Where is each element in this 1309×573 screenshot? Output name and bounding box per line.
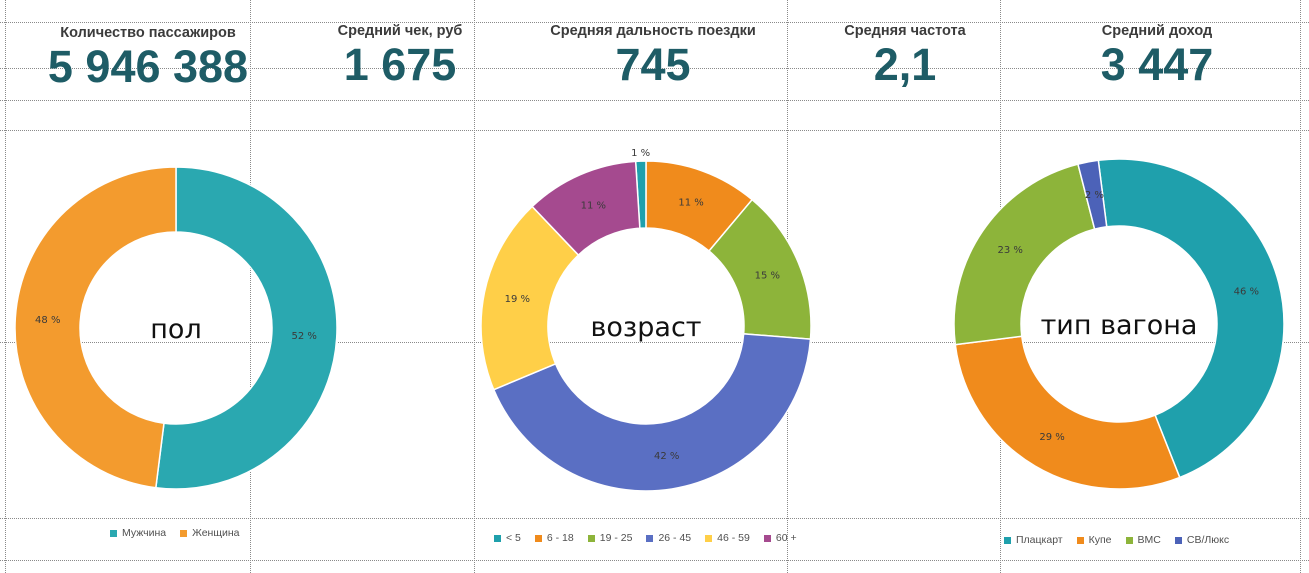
kpi-label: Средний доход <box>1101 23 1213 39</box>
kpi-value: 3 447 <box>1100 39 1214 90</box>
grid-line <box>0 560 1309 561</box>
grid-line <box>5 0 6 573</box>
kpi-avg-check: Средний чек, руб 1 675 <box>310 23 490 88</box>
slice-женщина[interactable] <box>14 166 177 489</box>
legend-label: 46 - 59 <box>717 532 750 544</box>
grid-line <box>1300 0 1301 573</box>
legend-swatch <box>494 534 501 542</box>
kpi-avg-frequency: Средняя частота 2,1 <box>820 23 990 88</box>
slice-мужчина[interactable] <box>154 166 338 490</box>
legend-swatch <box>1174 536 1182 544</box>
slice-св-люкс[interactable] <box>1077 159 1108 230</box>
grid-line <box>0 518 1309 519</box>
slice-value-label: 1 % <box>631 148 650 159</box>
grid-line <box>0 342 1309 343</box>
legend-item[interactable]: 46 - 59 <box>705 532 750 544</box>
kpi-label: Средний чек, руб <box>337 23 463 39</box>
slice-купе[interactable] <box>954 335 1181 490</box>
slice-value-label: 46 % <box>1234 286 1259 297</box>
donut-center-label: возраст <box>590 312 701 343</box>
kpi-label: Средняя частота <box>844 23 966 39</box>
slice-value-label: 11 % <box>678 197 703 208</box>
legend-label: 6 - 18 <box>546 532 574 544</box>
legend-item[interactable]: 6 - 18 <box>534 532 574 544</box>
slice-value-label: 11 % <box>581 200 606 211</box>
legend-label: < 5 <box>506 532 521 544</box>
slice-value-label: 23 % <box>998 245 1023 256</box>
legend-swatch <box>110 529 117 537</box>
kpi-avg-distance: Средняя дальность поездки 745 <box>520 23 786 88</box>
age-legend: < 5 6 - 18 19 - 25 26 - 45 46 - 59 60 + <box>494 532 797 544</box>
grid-line <box>0 100 1309 101</box>
legend-item[interactable]: Плацкарт <box>1004 534 1063 546</box>
legend-item[interactable]: 19 - 25 <box>587 532 633 544</box>
grid-line <box>0 130 1309 131</box>
slice-value-label: 2 % <box>1085 190 1104 201</box>
legend-label: 60 + <box>775 532 797 544</box>
gender-legend: Мужчина Женщина <box>110 527 239 539</box>
kpi-value: 1 675 <box>343 39 457 90</box>
kpi-label: Количество пассажиров <box>60 25 236 41</box>
legend-item[interactable]: Купе <box>1076 534 1112 546</box>
legend-item[interactable]: < 5 <box>494 532 521 544</box>
legend-label: Купе <box>1088 534 1112 546</box>
car-type-legend: Плацкарт Купе ВМС СВ/Люкс <box>1004 534 1229 546</box>
legend-swatch <box>534 534 542 542</box>
legend-item[interactable]: СВ/Люкс <box>1174 534 1230 546</box>
kpi-value: 5 946 388 <box>47 41 249 92</box>
legend-label: Плацкарт <box>1016 534 1063 546</box>
legend-swatch <box>180 529 188 537</box>
legend-label: Мужчина <box>122 527 167 539</box>
kpi-value: 745 <box>615 39 691 90</box>
legend-swatch <box>1125 536 1133 544</box>
grid-line <box>0 68 1309 69</box>
slice-value-label: 42 % <box>654 451 679 462</box>
legend-label: 19 - 25 <box>599 532 633 544</box>
legend-item[interactable]: 60 + <box>763 532 797 544</box>
legend-item[interactable]: Мужчина <box>110 527 166 539</box>
grid-line <box>474 0 475 573</box>
legend-label: 26 - 45 <box>658 532 692 544</box>
donut-center-label: пол <box>150 314 201 345</box>
slice-плацкарт[interactable] <box>1097 158 1285 479</box>
legend-swatch <box>587 534 595 542</box>
kpi-avg-income: Средний доход 3 447 <box>1072 23 1242 88</box>
legend-swatch <box>763 534 771 542</box>
slice-value-label: 52 % <box>292 331 317 342</box>
kpi-value: 2,1 <box>873 39 937 90</box>
legend-label: СВ/Люкс <box>1186 534 1230 546</box>
legend-label: ВМС <box>1137 534 1161 546</box>
kpi-label: Средняя дальность поездки <box>550 23 756 39</box>
legend-item[interactable]: 26 - 45 <box>646 532 691 544</box>
gender-donut-chart: 52 % 48 % пол <box>14 166 338 490</box>
slice-вмс[interactable] <box>953 163 1096 346</box>
legend-swatch <box>1004 536 1011 544</box>
donut-center-label: тип вагона <box>1041 310 1198 341</box>
legend-swatch <box>646 534 654 542</box>
grid-line <box>0 22 1309 23</box>
slice-60[interactable] <box>531 160 641 257</box>
legend-swatch <box>705 534 713 542</box>
slice-value-label: 29 % <box>1039 432 1064 443</box>
legend-swatch <box>1076 536 1084 544</box>
slice-26-45[interactable] <box>492 333 812 492</box>
slice-value-label: 19 % <box>505 294 530 305</box>
car-type-donut-chart: 46 % 29 % 23 % 2 % тип вагона <box>953 158 1285 490</box>
legend-item[interactable]: Женщина <box>180 527 239 539</box>
age-donut-chart: 1 % 11 % 15 % 42 % 19 % 11 % возраст <box>480 148 812 492</box>
slice-value-label: 15 % <box>755 270 780 281</box>
grid-line <box>250 0 251 573</box>
legend-item[interactable]: ВМС <box>1125 534 1161 546</box>
legend-label: Женщина <box>192 527 240 539</box>
kpi-passengers: Количество пассажиров 5 946 388 <box>40 25 256 90</box>
slice-value-label: 48 % <box>35 315 60 326</box>
